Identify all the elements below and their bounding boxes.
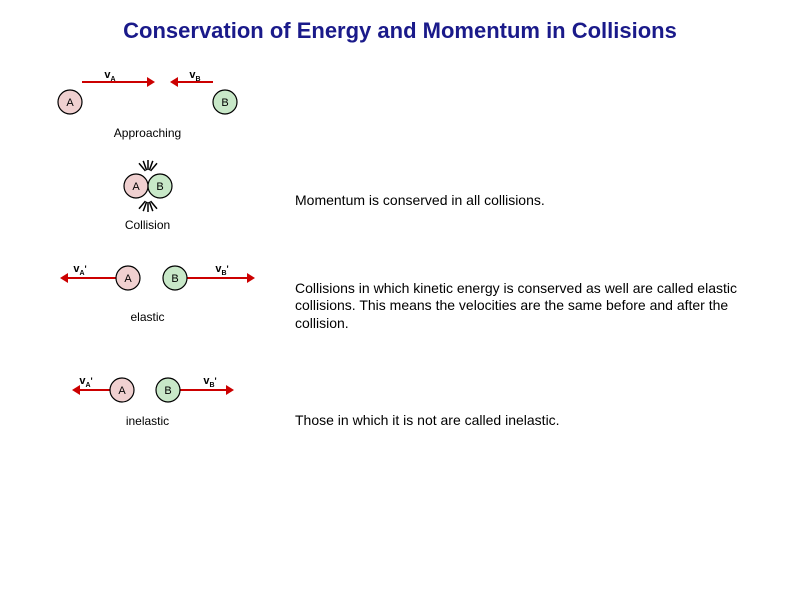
content-area: vAvBAB Approaching AB Collision vA'vB'AB…: [0, 44, 800, 510]
caption-approaching: Approaching: [0, 126, 295, 140]
page-title: Conservation of Energy and Momentum in C…: [0, 0, 800, 44]
diagram-inelastic: vA' vB' A B: [0, 350, 295, 412]
diagram-approaching: vA vB A B: [0, 62, 295, 124]
caption-elastic: elastic: [0, 310, 295, 324]
svg-text:vA': vA': [79, 375, 92, 389]
text-momentum: Momentum is conserved in all collisions.: [295, 192, 800, 210]
diagram-collision: AB: [0, 146, 295, 216]
svg-text:vB: vB: [189, 69, 200, 83]
caption-collision: Collision: [0, 218, 295, 232]
svg-text:B: B: [171, 273, 178, 285]
svg-text:vB': vB': [215, 263, 228, 277]
svg-text:A: A: [124, 273, 132, 285]
diagrams-column: vAvBAB Approaching AB Collision vA'vB'AB…: [0, 62, 295, 510]
text-column: Momentum is conserved in all collisions.…: [295, 62, 800, 510]
caption-inelastic: inelastic: [0, 414, 295, 428]
svg-text:vB': vB': [203, 375, 216, 389]
svg-text:A: A: [118, 385, 126, 397]
text-elastic: Collisions in which kinetic energy is co…: [295, 280, 800, 333]
text-inelastic: Those in which it is not are called inel…: [295, 412, 800, 430]
diagram-elastic: vA' vB' A B: [0, 238, 295, 308]
svg-text:A: A: [66, 97, 74, 109]
svg-text:A: A: [132, 181, 140, 193]
svg-text:vA': vA': [73, 263, 86, 277]
svg-text:B: B: [221, 97, 228, 109]
svg-text:B: B: [156, 181, 163, 193]
svg-text:B: B: [164, 385, 171, 397]
svg-text:vA: vA: [104, 69, 115, 83]
